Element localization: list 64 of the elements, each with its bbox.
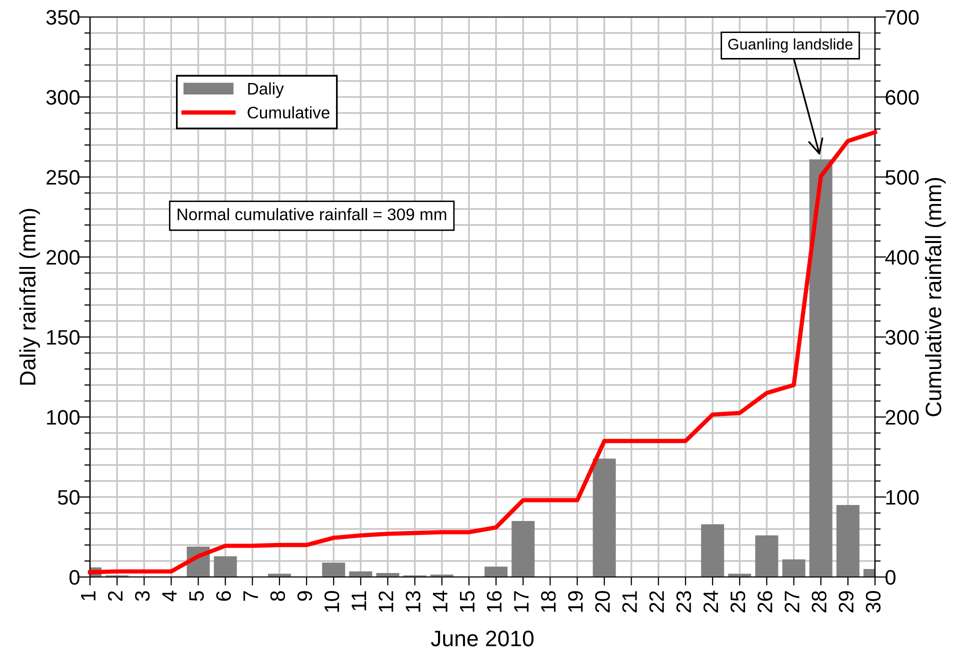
y-tick-label: 150 (47, 330, 80, 345)
x-tick-label: 12 (378, 591, 394, 612)
bar (809, 159, 832, 577)
x-tick-label: 19 (568, 591, 583, 612)
x-tick-label: 17 (514, 591, 528, 612)
y2-tick-label: 200 (886, 410, 919, 425)
bar (836, 505, 860, 577)
x-tick-label: 1 (81, 591, 96, 600)
x-tick-label: 18 (541, 591, 556, 612)
y-tick-label: 300 (46, 90, 80, 105)
y-tick-label: 100 (47, 410, 80, 425)
x-tick-label: 26 (758, 591, 772, 612)
bar (512, 521, 535, 577)
annotation: Guanling landslide (728, 38, 852, 53)
x-tick-label: 3 (134, 591, 150, 601)
y-tick-label: 350 (46, 10, 80, 25)
x-tick-label: 14 (432, 590, 448, 612)
x-tick-label: 20 (595, 591, 610, 612)
bar (484, 566, 508, 577)
y-tick-label: 50 (58, 490, 80, 505)
y2-axis-title: Cumulative rainfall (mm) (925, 178, 946, 416)
x-axis-title: June 2010 (430, 630, 534, 646)
y2-tick-label: 600 (886, 90, 919, 105)
bar (755, 535, 778, 577)
x-tick-label: 15 (460, 591, 475, 612)
y-tick-label: 200 (46, 250, 80, 265)
x-tick-label: 30 (866, 591, 881, 613)
x-tick-label: 6 (216, 591, 231, 601)
x-tick-label: 8 (270, 591, 286, 601)
x-tick-label: 9 (297, 591, 312, 601)
bar (592, 458, 616, 577)
x-tick-label: 25 (730, 591, 746, 612)
x-tick-label: 4 (162, 590, 177, 602)
bar (701, 524, 724, 577)
x-tick-label: 22 (649, 591, 664, 612)
y2-tick-label: 300 (886, 330, 919, 345)
x-tick-label: 29 (838, 591, 854, 612)
bar (322, 562, 346, 577)
x-tick-label: 16 (486, 591, 502, 612)
y-axis-title: Daliy rainfall (mm) (19, 208, 40, 385)
x-tick-label: 13 (406, 591, 420, 612)
y2-tick-label: 500 (886, 170, 919, 185)
y2-tick-label: 0 (886, 570, 896, 585)
y-tick-label: 250 (46, 170, 80, 185)
legend-label: Cumulative (248, 106, 330, 119)
x-tick-label: 21 (622, 591, 637, 612)
x-tick-label: 28 (812, 591, 826, 612)
line-series (88, 130, 878, 574)
bar (214, 556, 237, 577)
y2-tick-label: 700 (886, 10, 919, 25)
x-tick-label: 7 (243, 591, 258, 601)
x-tick-label: 27 (784, 591, 800, 612)
x-tick-label: 24 (703, 590, 718, 612)
bar (782, 559, 806, 577)
y2-tick-label: 100 (886, 490, 919, 505)
legend-label: Daliy (248, 82, 284, 98)
y2-tick-label: 400 (885, 250, 919, 265)
x-tick-label: 5 (189, 591, 204, 601)
x-tick-label: 10 (324, 591, 340, 612)
x-tick-label: 23 (676, 591, 692, 612)
annotation: Normal cumulative rainfall = 309 mm (178, 208, 446, 220)
y-tick-label: 0 (70, 570, 80, 585)
x-tick-label: 2 (108, 591, 122, 601)
x-tick-label: 11 (352, 591, 366, 610)
